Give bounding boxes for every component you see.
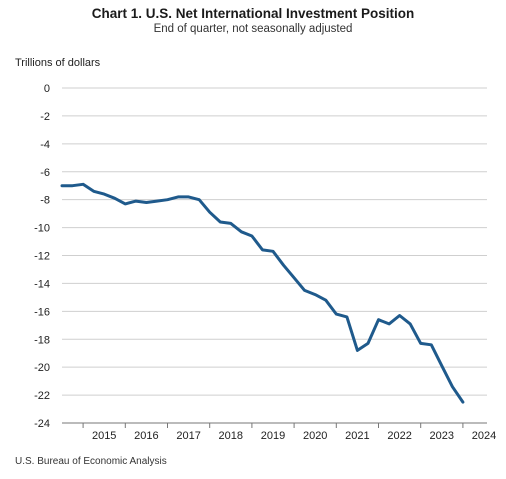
x-tick-label: 2019 [261, 430, 285, 442]
source-note: U.S. Bureau of Economic Analysis [15, 456, 167, 467]
x-tick-label: 2020 [303, 430, 327, 442]
y-tick-label: -4 [40, 139, 50, 151]
x-tick-label: 2021 [345, 430, 369, 442]
x-tick-label: 2016 [134, 430, 158, 442]
y-tick-label: -20 [34, 362, 50, 374]
y-tick-label: -14 [34, 278, 50, 290]
y-tick-label: -12 [34, 251, 50, 263]
y-tick-label: -16 [34, 306, 50, 318]
y-tick-label: -24 [34, 418, 50, 430]
chart-subtitle: End of quarter, not seasonally adjusted [153, 23, 353, 35]
y-axis-label: Trillions of dollars [15, 57, 101, 69]
series-line [60, 182, 465, 404]
y-tick-label: 0 [44, 83, 50, 95]
y-tick-label: -8 [40, 195, 50, 207]
x-tick-label: 2018 [219, 430, 243, 442]
x-tick-label: 2023 [430, 430, 454, 442]
y-tick-label: -6 [40, 167, 50, 179]
chart-title: Chart 1. U.S. Net International Investme… [91, 6, 415, 21]
x-tick-label: 2017 [176, 430, 200, 442]
x-tick-label: 2015 [92, 430, 116, 442]
y-tick-label: -2 [40, 111, 50, 123]
y-tick-label: -10 [34, 223, 50, 235]
y-tick-label: -18 [34, 334, 50, 346]
x-tick-label: 2022 [387, 430, 411, 442]
y-tick-label: -22 [34, 390, 50, 402]
x-tick-label: 2024 [472, 430, 496, 442]
